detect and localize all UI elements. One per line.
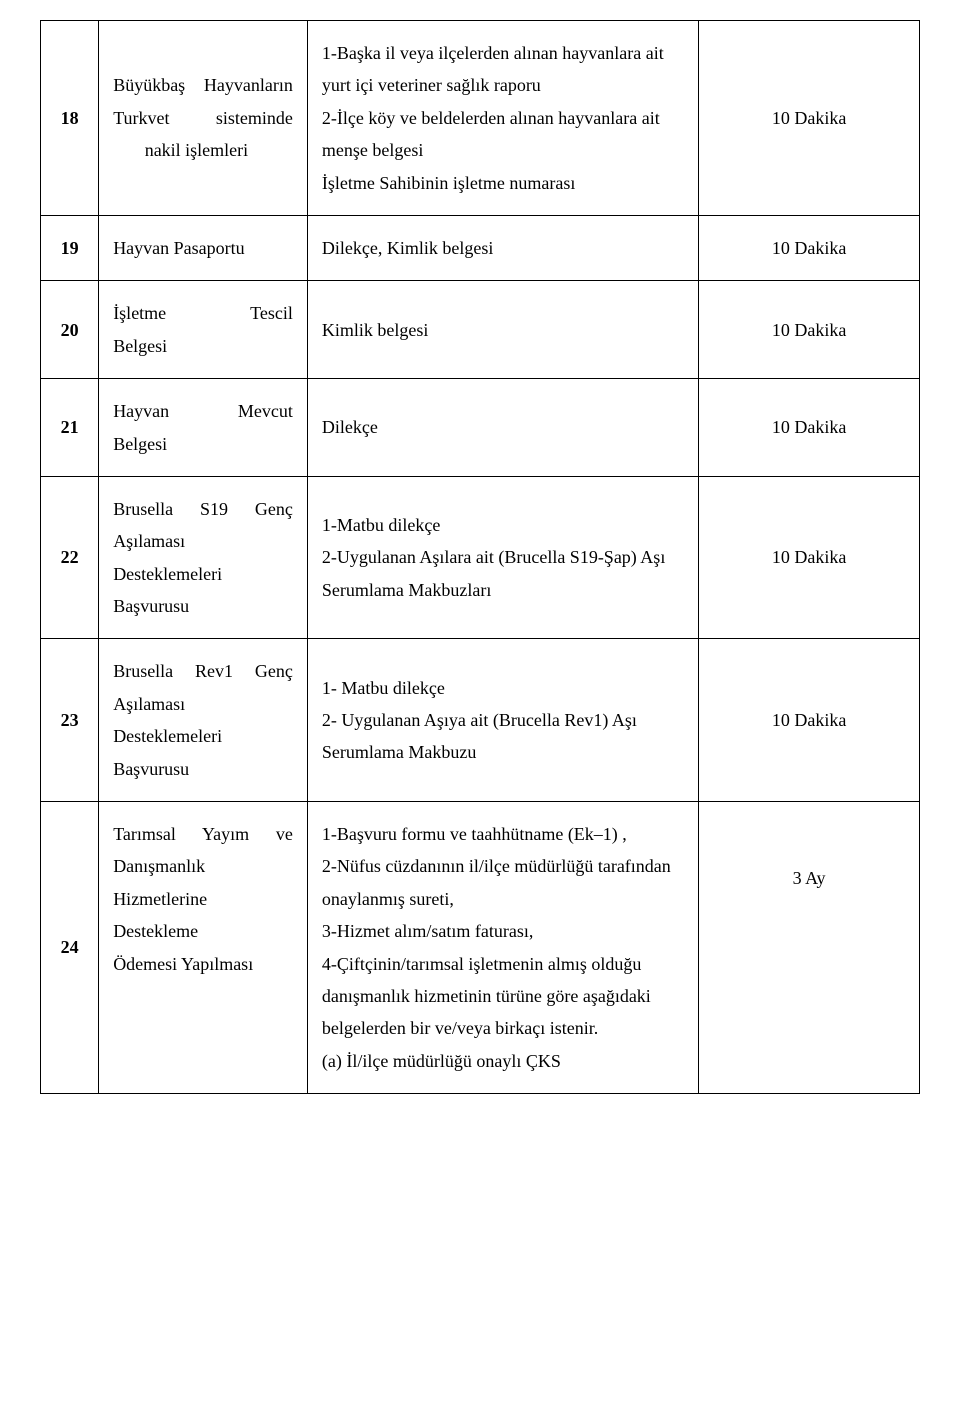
service-desc: 1- Matbu dilekçe2- Uygulanan Aşıya ait (…: [307, 639, 698, 802]
service-name-line: Tarımsal Yayım ve: [113, 818, 293, 850]
service-name: Brusella S19 Genç Aşılaması Desteklemele…: [99, 476, 308, 639]
row-number: 21: [41, 379, 99, 477]
service-name-text: Büyükbaş Hayvanların Turkvet sisteminde …: [113, 69, 293, 166]
service-name: Hayvan Pasaportu: [99, 215, 308, 280]
service-name-line: Ödemesi Yapılması: [113, 948, 293, 980]
row-number: 19: [41, 215, 99, 280]
service-time: 10 Dakika: [699, 21, 920, 216]
service-name: Brusella Rev1 Genç Aşılaması Desteklemel…: [99, 639, 308, 802]
service-time: 10 Dakika: [699, 379, 920, 477]
service-desc: Dilekçe, Kimlik belgesi: [307, 215, 698, 280]
service-name-line: Başvurusu: [113, 590, 293, 622]
table-row: 24 Tarımsal Yayım ve Danışmanlık Hizmetl…: [41, 802, 920, 1094]
service-name-line: İşletme Tescil: [113, 297, 293, 329]
service-name-line: Desteklemeleri: [113, 558, 293, 590]
service-time: 10 Dakika: [699, 476, 920, 639]
service-desc: 1-Matbu dilekçe2-Uygulanan Aşılara ait (…: [307, 476, 698, 639]
table-row: 20 İşletme Tescil Belgesi Kimlik belgesi…: [41, 281, 920, 379]
table-body: 18 Büyükbaş Hayvanların Turkvet sistemin…: [41, 21, 920, 1094]
table-row: 19 Hayvan Pasaportu Dilekçe, Kimlik belg…: [41, 215, 920, 280]
service-name-line: Danışmanlık: [113, 850, 293, 882]
service-desc: 1-Başka il veya ilçelerden alınan hayvan…: [307, 21, 698, 216]
service-time: 10 Dakika: [699, 281, 920, 379]
services-table: 18 Büyükbaş Hayvanların Turkvet sistemin…: [40, 20, 920, 1094]
service-desc: 1-Başvuru formu ve taahhütname (Ek–1) ,2…: [307, 802, 698, 1094]
service-name: Hayvan Mevcut Belgesi: [99, 379, 308, 477]
service-name-line: Hizmetlerine: [113, 883, 293, 915]
service-name-line: Desteklemeleri: [113, 720, 293, 752]
service-desc: Dilekçe: [307, 379, 698, 477]
service-name-line: Aşılaması: [113, 688, 293, 720]
row-number: 24: [41, 802, 99, 1094]
table-row: 18 Büyükbaş Hayvanların Turkvet sistemin…: [41, 21, 920, 216]
row-number: 22: [41, 476, 99, 639]
service-name-line: Hayvan Mevcut: [113, 395, 293, 427]
service-time: 10 Dakika: [699, 215, 920, 280]
service-name: İşletme Tescil Belgesi: [99, 281, 308, 379]
service-time: 10 Dakika: [699, 639, 920, 802]
table-row: 21 Hayvan Mevcut Belgesi Dilekçe 10 Daki…: [41, 379, 920, 477]
service-name-line: Aşılaması: [113, 525, 293, 557]
service-name-line: Belgesi: [113, 428, 293, 460]
service-name-line: Brusella S19 Genç: [113, 493, 293, 525]
table-row: 23 Brusella Rev1 Genç Aşılaması Destekle…: [41, 639, 920, 802]
service-time: 3 Ay: [699, 802, 920, 1094]
service-name: Tarımsal Yayım ve Danışmanlık Hizmetleri…: [99, 802, 308, 1094]
service-desc: Kimlik belgesi: [307, 281, 698, 379]
service-name-line: Başvurusu: [113, 753, 293, 785]
service-name: Büyükbaş Hayvanların Turkvet sisteminde …: [99, 21, 308, 216]
service-name-line: Belgesi: [113, 330, 293, 362]
row-number: 20: [41, 281, 99, 379]
row-number: 18: [41, 21, 99, 216]
service-name-line: Destekleme: [113, 915, 293, 947]
table-row: 22 Brusella S19 Genç Aşılaması Desteklem…: [41, 476, 920, 639]
service-name-line: Brusella Rev1 Genç: [113, 655, 293, 687]
row-number: 23: [41, 639, 99, 802]
